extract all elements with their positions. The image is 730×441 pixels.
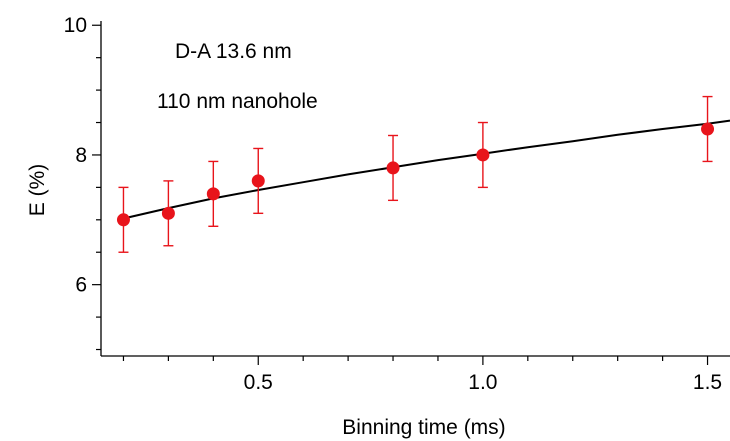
y-tick-label: 10 [64, 14, 87, 37]
data-point [701, 122, 715, 136]
y-tick-label: 8 [75, 144, 87, 167]
data-point [386, 161, 400, 175]
data-point [161, 206, 175, 220]
x-axis-title: Binning time (ms) [342, 416, 505, 439]
annotation-nanohole: 110 nm nanohole [157, 90, 318, 113]
data-point [476, 148, 490, 162]
data-point [206, 187, 220, 201]
x-tick-label: 1.5 [693, 371, 722, 394]
data-point [251, 174, 265, 188]
annotation-sample: D-A 13.6 nm [175, 40, 292, 63]
y-axis-title: E (%) [26, 164, 49, 217]
data-point [116, 213, 130, 227]
x-tick-label: 0.5 [244, 371, 273, 394]
plot-area: 6 8 10 0.5 1.0 1.5 [64, 14, 730, 394]
y-tick-label: 6 [75, 274, 87, 297]
fit-line [123, 119, 730, 220]
x-tick-label: 1.0 [468, 371, 497, 394]
